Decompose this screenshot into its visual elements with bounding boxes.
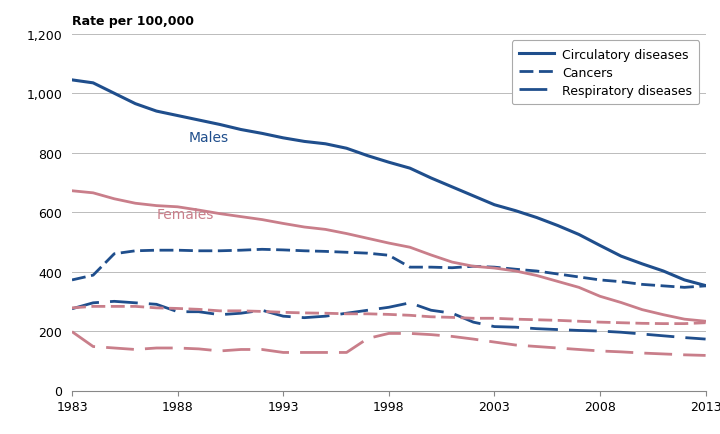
Text: Males: Males (188, 131, 228, 145)
Text: Rate per 100,000: Rate per 100,000 (72, 15, 194, 28)
Text: Females: Females (156, 207, 214, 222)
Legend: Circulatory diseases, Cancers, Respiratory diseases: Circulatory diseases, Cancers, Respirato… (512, 41, 699, 105)
